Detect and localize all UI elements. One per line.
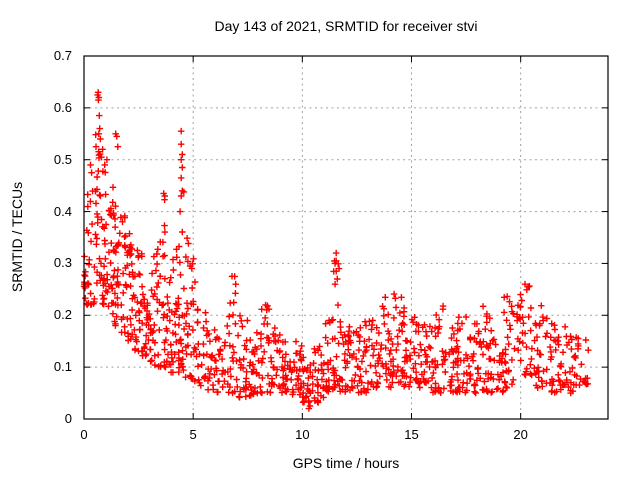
x-tick-label: 0	[80, 427, 88, 442]
y-tick-label: 0.4	[53, 203, 72, 219]
y-tick-label: 0.2	[53, 307, 72, 323]
scatter-points	[80, 89, 592, 412]
x-tick-label: 15	[404, 427, 419, 442]
y-tick-label: 0.7	[53, 48, 72, 63]
y-tick-label: 0.1	[53, 359, 72, 375]
y-tick-label: 0.5	[53, 151, 72, 167]
y-tick-label: 0	[64, 411, 72, 426]
plot-border	[83, 55, 609, 420]
x-tick-label: 10	[295, 427, 310, 442]
y-tick-label: 0.6	[53, 99, 72, 115]
x-axis-label: GPS time / hours	[292, 455, 400, 471]
x-tick-label: 5	[189, 427, 197, 442]
x-tick-label: 20	[513, 427, 528, 442]
chart-title: Day 143 of 2021, SRMTID for receiver stv…	[214, 18, 478, 34]
y-tick-label: 0.3	[53, 255, 72, 271]
